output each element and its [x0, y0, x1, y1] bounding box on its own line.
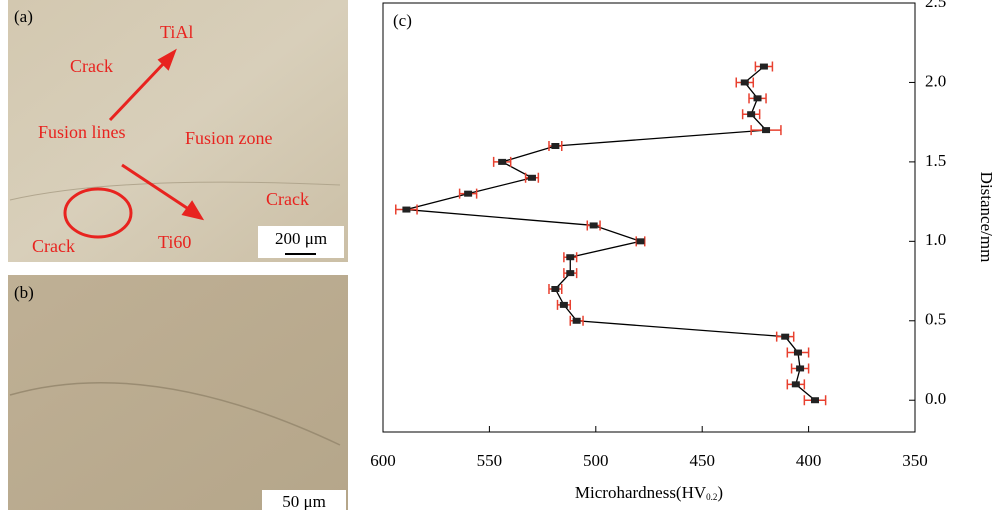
x-title-end: ): [717, 483, 723, 502]
data-point: [810, 397, 819, 404]
y-tick-label: 1.0: [925, 230, 946, 249]
scale-box: [262, 490, 346, 512]
data-point: [759, 63, 768, 70]
data-line: [406, 66, 816, 401]
annotation: TiAl: [160, 22, 193, 42]
panel-label: (a): [14, 7, 33, 26]
crack-line: [9, 181, 341, 201]
x-tick-label: 450: [689, 451, 715, 470]
data-point: [572, 317, 581, 324]
y-tick-label: 1.5: [925, 151, 946, 170]
x-axis-title: Microhardness(HV0.2): [575, 483, 723, 502]
plot-frame: [382, 2, 916, 433]
data-point: [589, 222, 598, 229]
x-tick-label: 500: [583, 451, 609, 470]
annotation: Crack: [32, 236, 75, 256]
panel-label: (b): [14, 283, 34, 302]
scale-box: [258, 226, 344, 258]
x-title-main: Microhardness(HV: [575, 483, 707, 502]
x-tick-label: 600: [370, 451, 396, 470]
data-point: [551, 286, 560, 292]
y-tick-label: 2.5: [925, 0, 946, 11]
annotation: Fusion lines: [38, 122, 126, 142]
panel-label: (c): [393, 11, 412, 30]
data-point: [781, 333, 790, 340]
annotation: Ti60: [158, 232, 191, 252]
data-point: [793, 349, 802, 356]
y-tick-label: 2.0: [925, 71, 946, 90]
scale-label: 50 μm: [282, 492, 326, 510]
data-point: [796, 365, 805, 372]
annotation: Fusion zone: [185, 128, 273, 148]
x-title-sub: 0.2: [706, 492, 717, 502]
data-point: [762, 127, 771, 134]
crack-line: [9, 381, 341, 446]
data-point: [559, 301, 568, 308]
arrows: [63, 48, 205, 239]
scale-label: 200 μm: [275, 229, 327, 248]
data-point: [566, 254, 575, 261]
data-point: [464, 190, 473, 197]
x-tick-label: 550: [477, 451, 503, 470]
y-axis-title: Distance/mm: [977, 172, 996, 263]
data-point: [636, 238, 645, 245]
micrograph-b: [8, 275, 348, 510]
x-tick-label: 400: [796, 451, 822, 470]
data-point: [402, 206, 411, 213]
data-point: [747, 111, 756, 118]
annotation: Crack: [70, 56, 113, 76]
y-tick-label: 0.5: [925, 310, 946, 329]
annotation: Crack: [266, 189, 309, 209]
data-point: [498, 158, 507, 165]
data-point: [566, 270, 575, 277]
data-point: [551, 143, 560, 149]
data-point: [791, 381, 800, 388]
y-tick-label: 0.0: [925, 389, 946, 408]
x-tick-label: 350: [902, 451, 928, 470]
data-point: [740, 79, 749, 86]
data-point: [753, 95, 762, 102]
data-point: [527, 174, 536, 181]
